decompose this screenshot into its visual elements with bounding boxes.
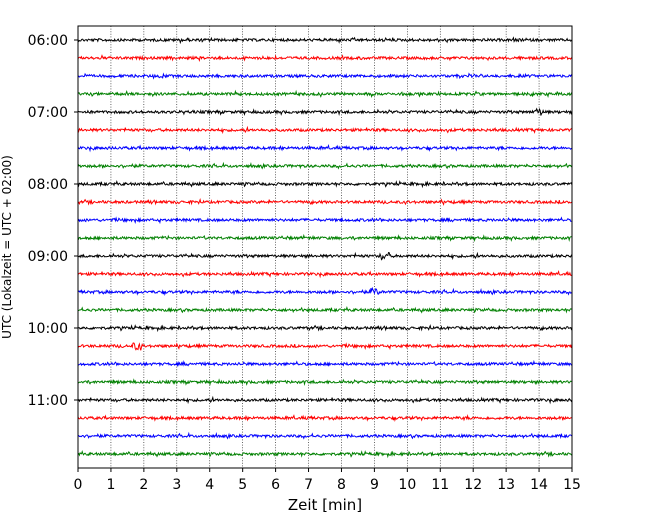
trace-0900 xyxy=(77,251,573,261)
trace-0630 xyxy=(77,72,573,80)
trace-0615 xyxy=(77,54,573,63)
y-tick-label: 10:00 xyxy=(28,321,68,337)
y-axis: 06:00 07:00 08:00 09:00 10:00 11:00 xyxy=(28,33,78,409)
trace-0600 xyxy=(77,36,573,45)
trace-0800 xyxy=(77,179,573,189)
x-tick-label: 3 xyxy=(172,477,181,493)
trace-0645 xyxy=(77,89,573,98)
x-tick-label: 9 xyxy=(370,477,379,493)
x-tick-label: 7 xyxy=(304,477,313,493)
trace-1145 xyxy=(77,449,573,459)
x-tick-label: 8 xyxy=(337,477,346,493)
x-tick-label: 5 xyxy=(238,477,247,493)
trace-0745 xyxy=(77,161,573,170)
grid-layer xyxy=(110,26,540,468)
y-tick-label: 11:00 xyxy=(28,393,68,409)
trace-layer xyxy=(77,36,573,459)
y-axis-label: UTC (Lokalzeit = UTC + 02:00) xyxy=(0,155,14,339)
trace-1045 xyxy=(77,378,573,387)
x-tick-label: 4 xyxy=(205,477,214,493)
x-tick-label: 11 xyxy=(431,477,449,493)
x-axis: 0 1 2 3 4 5 6 7 8 9 10 11 12 13 14 15 xyxy=(74,468,581,493)
trace-0945 xyxy=(78,305,573,314)
x-tick-label: 13 xyxy=(497,477,515,493)
trace-0830 xyxy=(77,216,572,225)
x-tick-label: 15 xyxy=(563,477,581,493)
x-tick-label: 10 xyxy=(398,477,416,493)
trace-1030 xyxy=(77,359,573,368)
y-tick-label: 08:00 xyxy=(28,177,68,193)
x-tick-label: 2 xyxy=(139,477,148,493)
y-tick-label: 09:00 xyxy=(28,249,68,265)
trace-1015 xyxy=(77,342,573,351)
trace-0915 xyxy=(77,270,573,279)
trace-0930 xyxy=(77,286,573,297)
trace-1130 xyxy=(77,431,573,440)
y-tick-label: 07:00 xyxy=(28,105,68,121)
x-tick-label: 12 xyxy=(464,477,482,493)
x-tick-label: 6 xyxy=(271,477,280,493)
x-axis-label: Zeit [min] xyxy=(288,496,362,514)
x-tick-label: 14 xyxy=(530,477,548,493)
trace-1115 xyxy=(77,414,573,423)
trace-0845 xyxy=(77,233,573,243)
trace-0730 xyxy=(77,144,573,153)
x-tick-label: 1 xyxy=(106,477,115,493)
y-tick-label: 06:00 xyxy=(28,33,68,49)
x-tick-label: 0 xyxy=(74,477,83,493)
trace-1100 xyxy=(77,395,573,405)
trace-0700 xyxy=(77,107,573,117)
trace-0715 xyxy=(77,125,573,135)
trace-1000 xyxy=(77,324,573,333)
trace-0815 xyxy=(77,198,573,206)
plot-frame xyxy=(77,25,573,469)
